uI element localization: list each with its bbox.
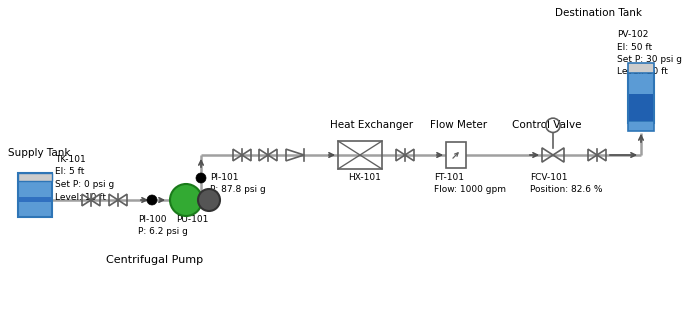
Text: Control Valve: Control Valve [512,120,582,130]
Circle shape [170,184,202,216]
Bar [18,173,52,181]
Circle shape [198,189,220,211]
Text: Centrifugal Pump: Centrifugal Pump [106,255,204,265]
Text: PI-100
P: 6.2 psi g: PI-100 P: 6.2 psi g [138,215,188,237]
Bar [629,94,653,121]
Bar [628,71,654,123]
Text: PI-101
P: 87.8 psi g: PI-101 P: 87.8 psi g [210,173,266,195]
Text: Destination Tank: Destination Tank [555,8,642,18]
Text: HX-101: HX-101 [348,173,381,182]
Text: FCV-101
Position: 82.6 %: FCV-101 Position: 82.6 % [530,173,603,195]
Text: Heat Exchanger: Heat Exchanger [330,120,413,130]
Bar [628,63,654,73]
Bar [338,141,382,169]
Text: PU-101: PU-101 [176,215,209,224]
Text: TK-101
El: 5 ft
Set P: 0 psi g
Level: 10 ft: TK-101 El: 5 ft Set P: 0 psi g Level: 10… [55,155,114,202]
Text: FT-101
Flow: 1000 gpm: FT-101 Flow: 1000 gpm [434,173,506,195]
Circle shape [196,173,206,183]
Text: PV-102
El: 50 ft
Set P: 30 psi g
Level: 20 ft: PV-102 El: 50 ft Set P: 30 psi g Level: … [617,30,682,76]
Text: Supply Tank: Supply Tank [8,148,71,158]
Bar [628,121,654,131]
Text: Flow Meter: Flow Meter [430,120,487,130]
Circle shape [147,195,157,205]
Bar [18,173,52,217]
Bar [19,197,51,203]
Bar [446,142,466,168]
